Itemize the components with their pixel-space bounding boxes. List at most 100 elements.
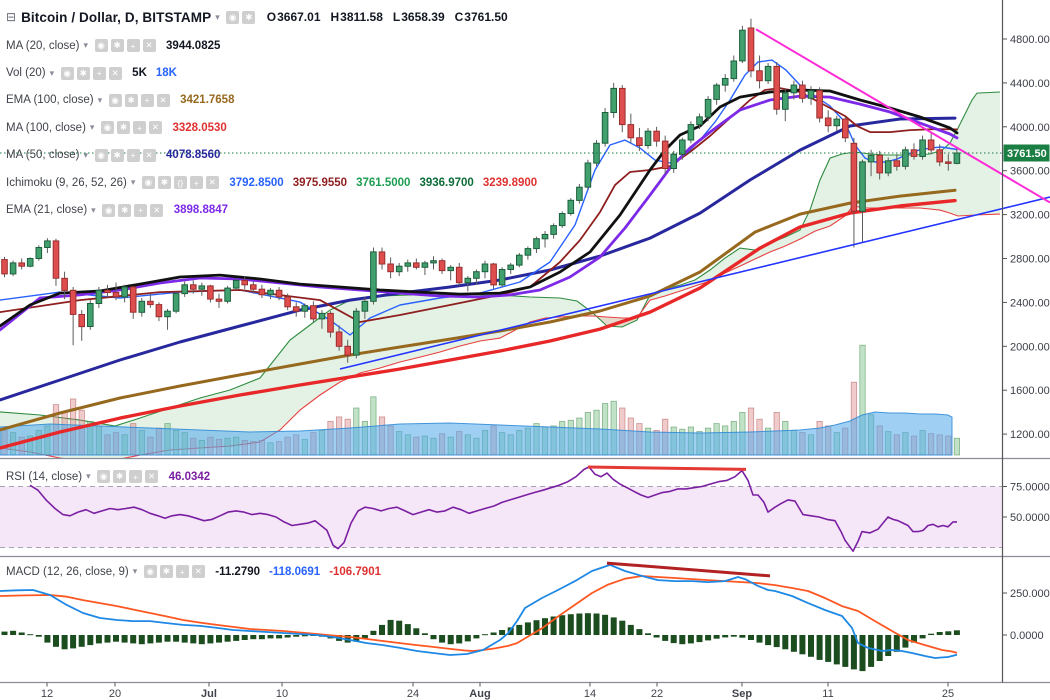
legend-row-ma50[interactable]: MA (50, close) ▾ ◉ ✱ + ✕ 4078.8560 xyxy=(6,142,537,169)
gear-icon[interactable]: ✱ xyxy=(113,470,127,483)
indicator-value: 3898.8847 xyxy=(173,204,229,217)
gear-icon[interactable]: ✱ xyxy=(159,565,173,578)
plus-icon[interactable]: + xyxy=(126,148,140,162)
ohlc-open-value: 3667.01 xyxy=(277,10,321,24)
legend-row-vol[interactable]: Vol (20) ▾ ◉ ✱ + ✕ 5K 18K xyxy=(6,59,537,86)
eye-icon[interactable]: ◉ xyxy=(102,203,116,217)
macd-legend-row[interactable]: MACD (12, 26, close, 9) ▾ ◉ ✱ + ✕ -11.27… xyxy=(6,565,381,578)
macd-signal-line xyxy=(0,575,958,654)
svg-text:20: 20 xyxy=(109,688,121,700)
svg-text:75.0000: 75.0000 xyxy=(1010,482,1050,494)
close-icon[interactable]: ✕ xyxy=(191,565,205,578)
plus-icon[interactable]: + xyxy=(175,565,189,578)
svg-text:1600.00: 1600.00 xyxy=(1010,385,1050,397)
chevron-down-icon[interactable]: ▾ xyxy=(83,149,89,160)
chevron-down-icon[interactable]: ▾ xyxy=(83,40,89,51)
close-icon[interactable]: ✕ xyxy=(150,203,164,217)
legend-row-ma100[interactable]: MA (100, close) ▾ ◉ ✱ + ✕ 3328.0530 xyxy=(6,114,537,141)
indicator-label[interactable]: RSI (14, close) xyxy=(6,470,83,483)
gear-icon[interactable]: ✱ xyxy=(116,121,130,135)
svg-text:12: 12 xyxy=(41,688,53,700)
indicator-label[interactable]: MACD (12, 26, close, 9) xyxy=(6,565,129,578)
svg-text:0.0000: 0.0000 xyxy=(1010,630,1044,642)
chevron-down-icon[interactable]: ▾ xyxy=(97,94,103,105)
indicator-value: 4078.8560 xyxy=(166,149,221,162)
legend-row-ema100[interactable]: EMA (100, close) ▾ ◉ ✱ + ✕ 3421.7658 xyxy=(6,87,537,114)
ohlc-low-value: 3658.39 xyxy=(401,10,445,24)
eye-icon[interactable]: ◉ xyxy=(97,470,111,483)
macd-line xyxy=(0,564,958,659)
indicator-label[interactable]: EMA (100, close) xyxy=(6,94,94,107)
ohlc-high-key: H xyxy=(330,10,340,24)
indicator-label[interactable]: Vol (20) xyxy=(6,67,46,80)
macd-pane xyxy=(0,561,960,672)
eye-icon[interactable]: ◉ xyxy=(108,93,122,107)
plus-icon[interactable]: + xyxy=(92,66,106,80)
close-icon[interactable]: ✕ xyxy=(148,121,162,135)
chevron-down-icon[interactable]: ▾ xyxy=(132,566,138,576)
kijun-line xyxy=(0,87,958,323)
chevron-down-icon[interactable]: ▾ xyxy=(91,204,96,215)
close-icon[interactable]: ✕ xyxy=(108,66,122,80)
close-icon[interactable]: ✕ xyxy=(145,470,159,483)
close-icon[interactable]: ✕ xyxy=(156,93,170,107)
svg-text:3600.00: 3600.00 xyxy=(1010,166,1050,178)
collapse-pane-icon[interactable]: ⊟ xyxy=(6,10,17,24)
plus-icon[interactable]: + xyxy=(126,39,140,53)
eye-icon[interactable]: ◉ xyxy=(94,39,108,53)
macd-trendline xyxy=(606,561,771,578)
eye-icon[interactable]: ◉ xyxy=(141,176,155,190)
chevron-down-icon[interactable]: ▾ xyxy=(49,67,55,78)
rsi-line xyxy=(29,466,957,553)
ma20-line xyxy=(0,88,959,328)
gear-icon[interactable]: ✱ xyxy=(118,203,132,217)
plus-icon[interactable]: + xyxy=(134,203,148,217)
overlay-layer xyxy=(0,28,1050,370)
chevron-down-icon[interactable]: ▾ xyxy=(215,11,220,22)
price-pane xyxy=(0,18,1001,458)
indicator-label[interactable]: MA (20, close) xyxy=(6,39,80,52)
ohlc-open-key: O xyxy=(266,10,277,24)
eye-icon[interactable]: ◉ xyxy=(100,121,114,135)
ohlc-close-key: C xyxy=(454,10,464,24)
chevron-down-icon[interactable]: ▾ xyxy=(86,471,91,481)
gear-icon[interactable]: ✱ xyxy=(110,148,124,162)
chevron-down-icon[interactable]: ▾ xyxy=(130,177,136,188)
eye-icon[interactable]: ◉ xyxy=(143,565,157,578)
close-icon[interactable]: ✕ xyxy=(142,39,156,53)
symbol-title[interactable]: Bitcoin / Dollar, D, BITSTAMP xyxy=(21,9,212,25)
symbol-row[interactable]: ⊟ Bitcoin / Dollar, D, BITSTAMP ▾ ◉ ✱ O … xyxy=(6,2,537,32)
braces-icon[interactable]: {} xyxy=(173,176,187,190)
indicator-label[interactable]: MA (100, close) xyxy=(6,121,86,134)
legend-row-ema21[interactable]: EMA (21, close) ▾ ◉ ✱ + ✕ 3898.8847 xyxy=(6,196,537,223)
gear-icon[interactable]: ✱ xyxy=(76,66,90,80)
plus-icon[interactable]: + xyxy=(129,470,143,483)
eye-icon[interactable]: ◉ xyxy=(94,148,108,162)
indicator-label[interactable]: Ichimoku (9, 26, 52, 26) xyxy=(6,176,127,189)
gear-icon[interactable]: ✱ xyxy=(110,39,124,53)
gear-icon[interactable]: ✱ xyxy=(242,10,256,24)
svg-text:2800.00: 2800.00 xyxy=(1010,254,1050,266)
close-icon[interactable]: ✕ xyxy=(205,176,219,190)
legend-row-ma20[interactable]: MA (20, close) ▾ ◉ ✱ + ✕ 3944.0825 xyxy=(6,32,537,59)
gear-icon[interactable]: ✱ xyxy=(157,176,171,190)
indicator-value: 3792.8500 xyxy=(229,176,284,189)
plus-icon[interactable]: + xyxy=(132,121,146,135)
svg-text:4400.00: 4400.00 xyxy=(1010,78,1050,90)
plus-icon[interactable]: + xyxy=(189,176,203,190)
plus-icon[interactable]: + xyxy=(140,93,154,107)
eye-icon[interactable]: ◉ xyxy=(60,66,74,80)
rsi-legend-row[interactable]: RSI (14, close) ▾ ◉ ✱ + ✕ 46.0342 xyxy=(6,470,210,483)
svg-text:4000.00: 4000.00 xyxy=(1010,122,1050,134)
eye-icon[interactable]: ◉ xyxy=(226,10,240,24)
legend-row-ichimoku[interactable]: Ichimoku (9, 26, 52, 26) ▾ ◉ ✱ {} + ✕ 37… xyxy=(6,169,537,196)
gear-icon[interactable]: ✱ xyxy=(124,93,138,107)
indicator-label[interactable]: EMA (21, close) xyxy=(6,204,88,217)
chevron-down-icon[interactable]: ▾ xyxy=(89,122,95,133)
indicator-label[interactable]: MA (50, close) xyxy=(6,149,80,162)
indicator-value: 3944.0825 xyxy=(166,39,221,52)
close-icon[interactable]: ✕ xyxy=(142,148,156,162)
svg-text:2400.00: 2400.00 xyxy=(1010,297,1050,309)
